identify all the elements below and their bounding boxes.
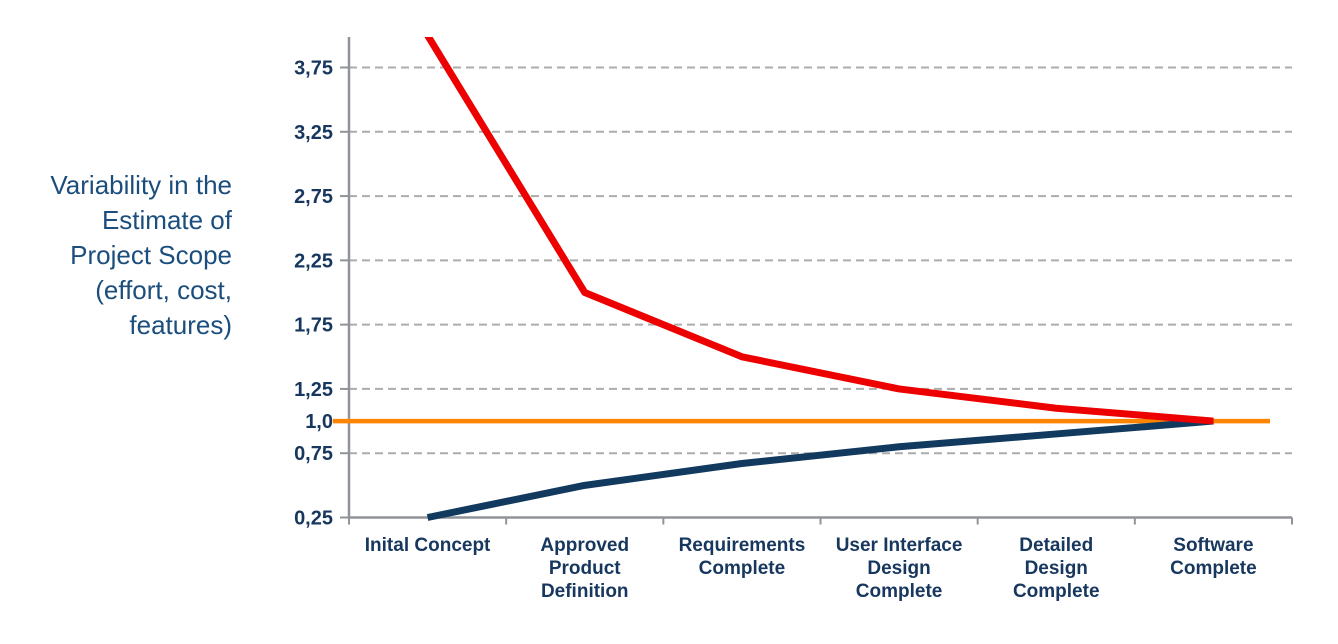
upper-estimate-line	[424, 37, 1214, 425]
y-tick-label: 1,0	[305, 411, 333, 433]
y-tick-label: 3,75	[294, 58, 333, 80]
x-category-label: Inital Concept	[365, 535, 491, 556]
y-tick-label: 3,25	[294, 122, 333, 144]
lower-estimate-line	[426, 417, 1214, 521]
x-category-label: Requirements Complete	[679, 535, 806, 579]
x-category-label: User Interface Design Complete	[836, 535, 963, 602]
y-tick-label: 1,75	[294, 315, 333, 337]
x-category-label: Approved Product Definition	[540, 535, 629, 602]
y-tick-label: 1,25	[294, 379, 333, 401]
y-tick-label: 0,75	[294, 443, 333, 465]
y-axis-title: Variability in the Estimate of Project S…	[50, 170, 232, 340]
x-category-label: Software Complete	[1170, 535, 1257, 579]
y-tick-label: 0,25	[294, 508, 333, 530]
x-category-label: Detailed Design Complete	[1013, 535, 1100, 602]
y-tick-label: 2,25	[294, 250, 333, 272]
y-tick-label: 2,75	[294, 186, 333, 208]
